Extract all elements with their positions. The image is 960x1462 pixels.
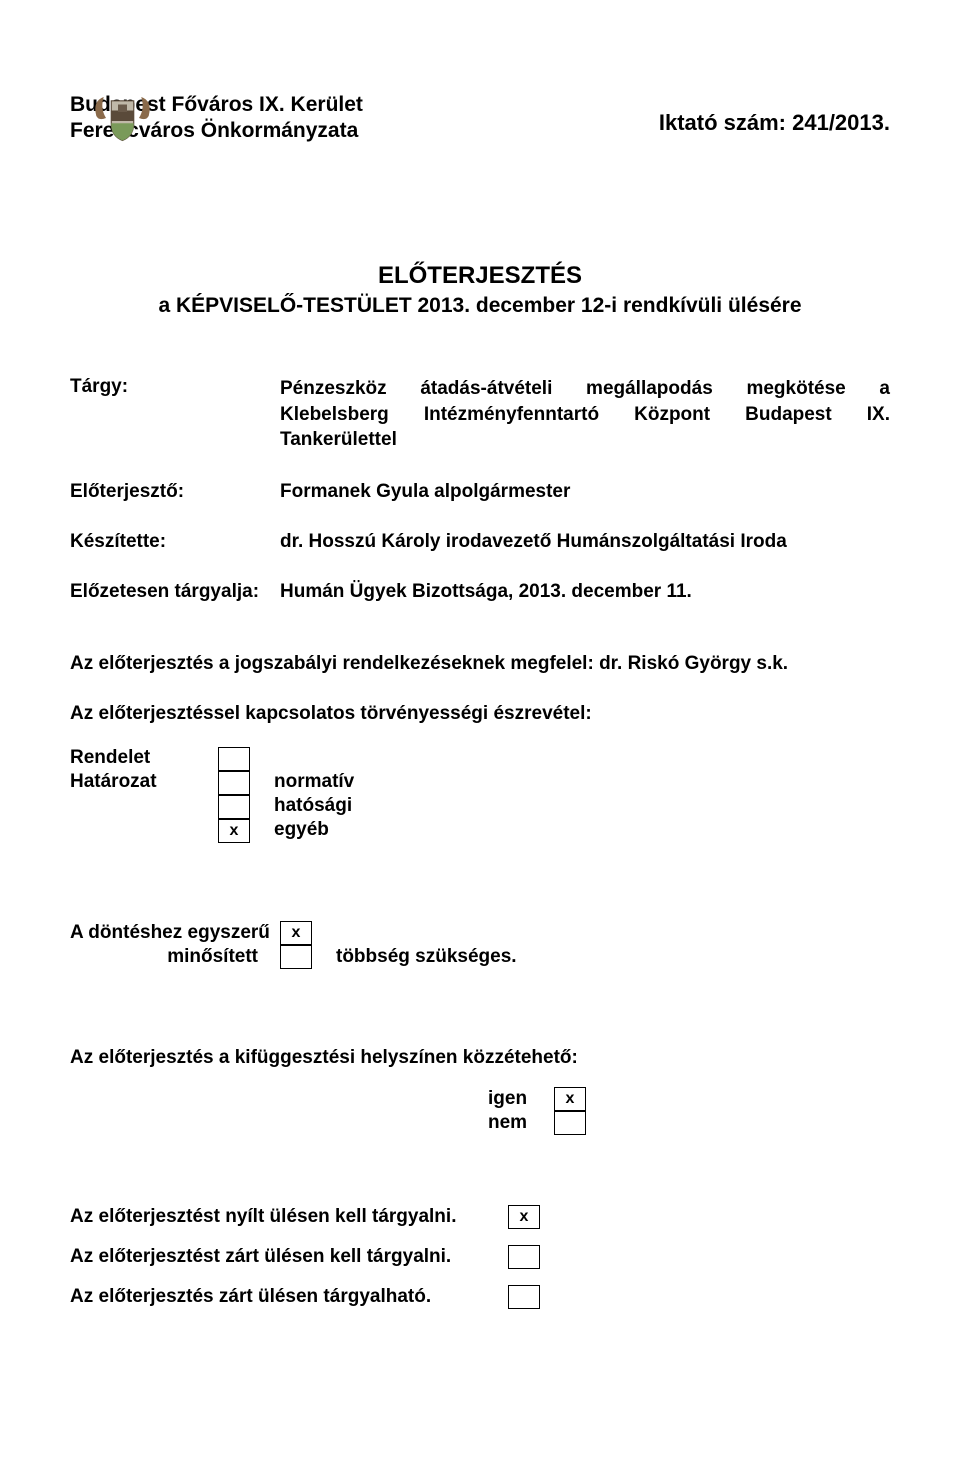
hatarozat-normativ-label: normatív xyxy=(274,771,354,793)
hatarozat-egyeb-checkbox[interactable]: x xyxy=(218,819,250,843)
publishable-no-line: nem xyxy=(488,1111,890,1135)
document-title: ELŐTERJESZTÉS xyxy=(70,262,890,290)
decision-qualified-checkbox[interactable] xyxy=(280,945,312,969)
meta-label: Készítette: xyxy=(70,531,280,553)
publishable-no-checkbox[interactable] xyxy=(554,1111,586,1135)
hatarozat-label: Határozat xyxy=(70,771,218,793)
meta-value: Formanek Gyula alpolgármester xyxy=(280,481,570,503)
hatarozat-line: x egyéb xyxy=(70,819,890,843)
meta-label: Előzetesen tárgyalja: xyxy=(70,581,280,603)
session-closed-may-checkbox[interactable] xyxy=(508,1285,540,1309)
hatarozat-normativ-checkbox[interactable] xyxy=(218,771,250,795)
legal-note: Az előterjesztéssel kapcsolatos törvénye… xyxy=(70,703,890,725)
session-closed-must-line: Az előterjesztést zárt ülésen kell tárgy… xyxy=(70,1245,890,1269)
meta-row-eloterjeszto: Előterjesztő: Formanek Gyula alpolgármes… xyxy=(70,481,890,503)
meta-label: Előterjesztő: xyxy=(70,481,280,503)
hatarozat-egyeb-label: egyéb xyxy=(274,819,329,841)
publishable-no-label: nem xyxy=(488,1112,554,1134)
decision-suffix: többség szükséges. xyxy=(336,946,517,968)
hatarozat-line: Határozat normatív xyxy=(70,771,890,795)
hatarozat-line: hatósági xyxy=(70,795,890,819)
session-type-group: Az előterjesztést nyílt ülésen kell tárg… xyxy=(70,1205,890,1309)
rendelet-label: Rendelet xyxy=(70,747,218,769)
decision-simple-label: A döntéshez egyszerű xyxy=(70,922,280,944)
publishable-yes-checkbox[interactable]: x xyxy=(554,1087,586,1111)
decision-simple-line: A döntéshez egyszerű x xyxy=(70,921,890,945)
publishable-options: igen x nem xyxy=(488,1087,890,1135)
meta-value: Pénzeszköz átadás-átvételi megállapodás … xyxy=(280,376,890,453)
hatarozat-hatosagi-checkbox[interactable] xyxy=(218,795,250,819)
rendelet-checkbox[interactable] xyxy=(218,747,250,771)
session-open-text: Az előterjesztést nyílt ülésen kell tárg… xyxy=(70,1206,508,1228)
meta-row-keszitette: Készítette: dr. Hosszú Károly irodavezet… xyxy=(70,531,890,553)
header: Iktató szám: 241/2013. Budapest Főváros … xyxy=(70,92,890,202)
session-open-checkbox[interactable]: x xyxy=(508,1205,540,1229)
resolution-type-group: Rendelet Határozat normatív hatósági x e… xyxy=(70,747,890,843)
meta-row-elozetesen: Előzetesen tárgyalja: Humán Ügyek Bizott… xyxy=(70,581,890,603)
compliance-statement: Az előterjesztés a jogszabályi rendelkez… xyxy=(70,653,890,675)
decision-majority-group: A döntéshez egyszerű x minősített többsé… xyxy=(70,921,890,969)
metadata-table: Tárgy: Pénzeszköz átadás-átvételi megáll… xyxy=(70,376,890,603)
meta-label: Tárgy: xyxy=(70,376,280,398)
meta-row-targy: Tárgy: Pénzeszköz átadás-átvételi megáll… xyxy=(70,376,890,453)
document-number: Iktató szám: 241/2013. xyxy=(659,110,890,136)
publishable-yes-label: igen xyxy=(488,1088,554,1110)
rendelet-line: Rendelet xyxy=(70,747,890,771)
session-closed-must-text: Az előterjesztést zárt ülésen kell tárgy… xyxy=(70,1246,508,1268)
session-closed-may-line: Az előterjesztés zárt ülésen tárgyalható… xyxy=(70,1285,890,1309)
session-closed-must-checkbox[interactable] xyxy=(508,1245,540,1269)
meta-value: dr. Hosszú Károly irodavezető Humánszolg… xyxy=(280,531,787,553)
decision-qualified-line: minősített többség szükséges. xyxy=(70,945,890,969)
decision-qualified-label: minősített xyxy=(70,946,280,968)
title-block: ELŐTERJESZTÉS a KÉPVISELŐ-TESTÜLET 2013.… xyxy=(70,262,890,318)
publishable-yes-line: igen x xyxy=(488,1087,890,1111)
hatarozat-hatosagi-label: hatósági xyxy=(274,795,352,817)
meta-value: Humán Ügyek Bizottsága, 2013. december 1… xyxy=(280,581,692,603)
coat-of-arms-icon xyxy=(85,82,160,157)
decision-simple-checkbox[interactable]: x xyxy=(280,921,312,945)
session-open-line: Az előterjesztést nyílt ülésen kell tárg… xyxy=(70,1205,890,1229)
session-closed-may-text: Az előterjesztés zárt ülésen tárgyalható… xyxy=(70,1286,508,1308)
publishable-heading: Az előterjesztés a kifüggesztési helyszí… xyxy=(70,1047,890,1069)
document-subtitle: a KÉPVISELŐ-TESTÜLET 2013. december 12-i… xyxy=(70,294,890,318)
